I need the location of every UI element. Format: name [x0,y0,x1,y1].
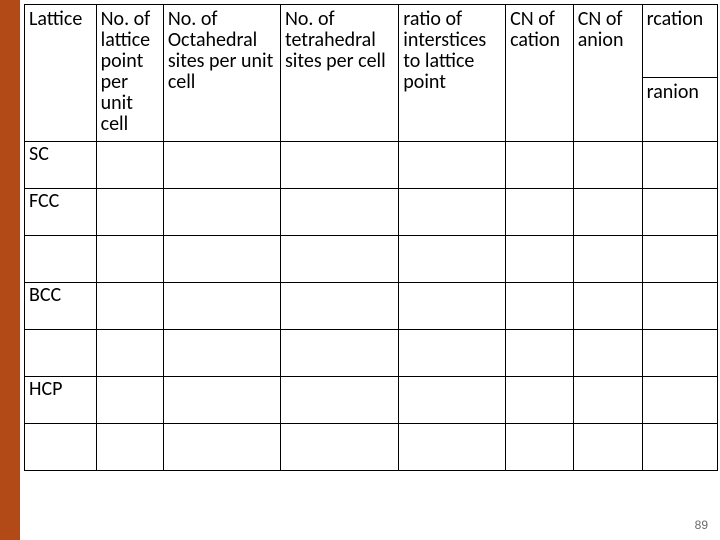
row-label-cell: SC [25,142,97,189]
table-cell [280,424,398,471]
row-label-cell: BCC [25,283,97,330]
row-label-cell: FCC [25,189,97,236]
table-cell [280,189,398,236]
lattice-table: LatticeNo. of lattice point per unit cel… [24,4,718,471]
table-cell [506,189,574,236]
col-header: No. of tetrahedral sites per cell [280,5,398,142]
col-header: rcationranion [642,5,717,142]
table-cell [280,377,398,424]
table-cell [163,330,280,377]
table-cell [573,189,642,236]
table-cell [642,189,717,236]
table-cell [399,283,506,330]
table-cell [96,142,163,189]
table-cell [399,330,506,377]
table-cell [399,189,506,236]
table-cell [96,424,163,471]
table-cell [163,236,280,283]
table-cell [163,142,280,189]
table-cell [163,189,280,236]
table-cell [163,377,280,424]
table-cell [573,330,642,377]
table-cell [573,142,642,189]
slide: LatticeNo. of lattice point per unit cel… [0,0,720,540]
table-cell [573,236,642,283]
table-cell [96,377,163,424]
table-cell [506,283,574,330]
col-header: ratio of interstices to lattice point [399,5,506,142]
table-cell [280,330,398,377]
table-cell [642,283,717,330]
row-label-cell [25,330,97,377]
table-cell [573,424,642,471]
table-cell [399,142,506,189]
row-label-cell [25,424,97,471]
table-cell [280,236,398,283]
table-cell [96,236,163,283]
col-header: No. of lattice point per unit cell [96,5,163,142]
slide-sidebar [0,0,20,540]
table-cell [506,424,574,471]
table-cell [506,236,574,283]
table-cell [96,283,163,330]
table-cell [96,189,163,236]
table-cell [163,424,280,471]
table-cell [506,377,574,424]
row-label-cell: HCP [25,377,97,424]
col-header: CN of cation [506,5,574,142]
table-cell [399,377,506,424]
row-label-cell [25,236,97,283]
page-number: 89 [695,518,708,532]
table-cell [280,142,398,189]
table-cell [163,283,280,330]
table-cell [642,424,717,471]
col-header: Lattice [25,5,97,142]
col-header: No. of Octahedral sites per unit cell [163,5,280,142]
table-cell [642,377,717,424]
table-cell [573,283,642,330]
table-cell [642,330,717,377]
col-header-bottom: ranion [643,78,717,110]
table-cell [399,236,506,283]
table-cell [280,283,398,330]
col-header: CN of anion [573,5,642,142]
table-cell [642,142,717,189]
table-cell [96,330,163,377]
table-cell [506,330,574,377]
table-cell [506,142,574,189]
table-cell [399,424,506,471]
table-cell [573,377,642,424]
table-cell [642,236,717,283]
col-header-top: rcation [643,5,717,78]
